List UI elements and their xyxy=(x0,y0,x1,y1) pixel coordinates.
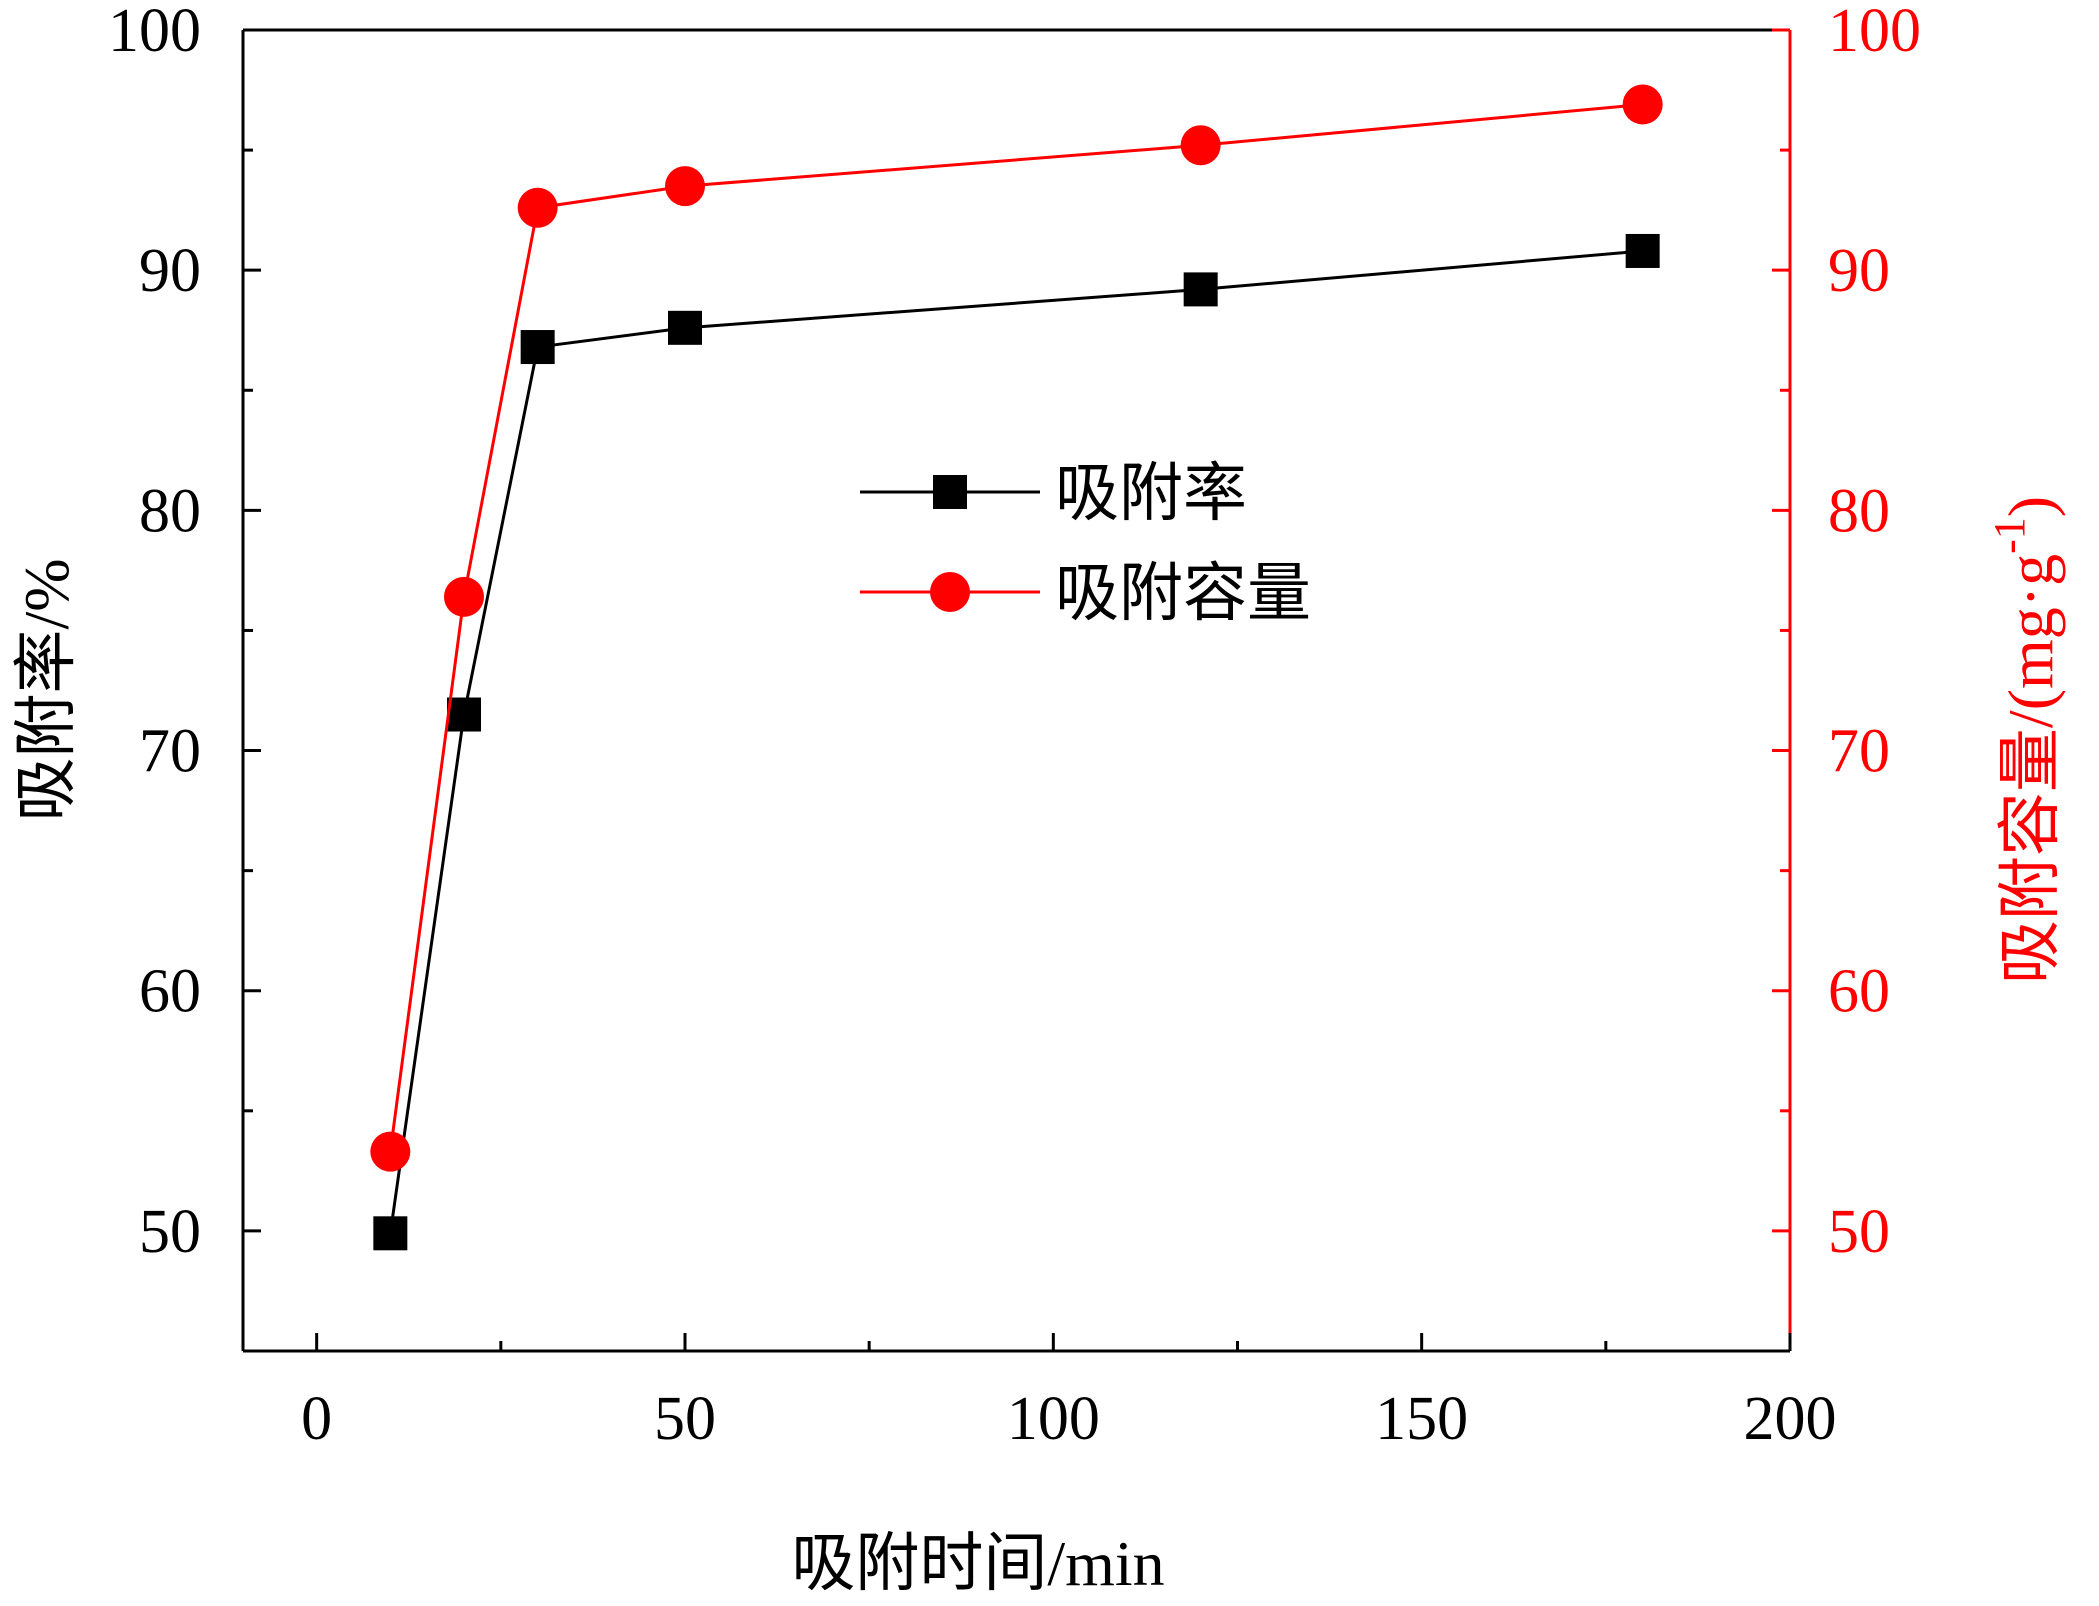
left-y-axis-title: 吸附率/% xyxy=(11,558,82,821)
data-point-square xyxy=(668,310,702,345)
data-point-square xyxy=(447,697,481,732)
right-y-axis-title-close: ) xyxy=(1995,496,2066,517)
legend-marker-circle xyxy=(930,572,970,612)
data-point-circle xyxy=(665,166,705,207)
x-tick-label: 100 xyxy=(1007,1385,1100,1453)
x-tick-label: 0 xyxy=(301,1385,332,1453)
series-layer xyxy=(370,84,1663,1251)
right-y-tick-label: 50 xyxy=(1828,1198,1890,1266)
legend-marker-square xyxy=(933,475,967,509)
data-point-circle xyxy=(517,187,558,228)
data-point-circle xyxy=(1622,84,1663,125)
left-y-tick-label: 90 xyxy=(139,237,201,305)
series-line-adsorption-rate xyxy=(388,249,1643,1234)
data-point-square xyxy=(1183,272,1218,307)
x-tick-label: 200 xyxy=(1744,1385,1837,1453)
left-y-tick-label: 60 xyxy=(139,958,201,1026)
right-y-tick-label: 80 xyxy=(1828,477,1890,545)
legend-label-capacity: 吸附容量 xyxy=(1055,558,1311,629)
right-y-tick-label: 90 xyxy=(1828,237,1890,305)
x-tick-label: 150 xyxy=(1375,1385,1468,1453)
legend: 吸附率 吸附容量 xyxy=(860,458,1311,629)
left-y-tick-label: 80 xyxy=(139,477,201,545)
series-line-adsorption-capacity xyxy=(388,102,1643,1152)
left-y-tick-label: 50 xyxy=(139,1198,201,1266)
data-point-square xyxy=(520,330,555,365)
right-y-axis-title-main: 吸附容量/(mg·g xyxy=(1995,554,2066,984)
data-point-square xyxy=(1625,233,1660,268)
x-axis-title: 吸附时间/min xyxy=(791,1528,1164,1599)
data-point-circle xyxy=(1180,125,1221,166)
right-y-tick-label: 70 xyxy=(1828,718,1890,786)
right-y-tick-label: 60 xyxy=(1828,958,1890,1026)
right-y-tick-label: 100 xyxy=(1828,0,1921,65)
ticks-layer: 0 50 100 150 200 50 50 60 60 70 70 80 80 90 90 100 100 xyxy=(108,0,1921,1453)
x-tick-label: 50 xyxy=(654,1385,716,1453)
left-y-tick-label: 70 xyxy=(139,718,201,786)
plot-frame xyxy=(243,30,1790,1351)
right-y-axis-title: 吸附容量/(mg·g-1) xyxy=(1985,496,2066,984)
data-point-circle xyxy=(444,576,484,617)
left-y-tick-label: 100 xyxy=(108,0,201,65)
data-point-circle xyxy=(370,1131,411,1172)
legend-label-rate: 吸附率 xyxy=(1055,458,1247,529)
data-point-square xyxy=(373,1216,408,1251)
right-y-axis-title-sup: -1 xyxy=(1985,517,2034,554)
